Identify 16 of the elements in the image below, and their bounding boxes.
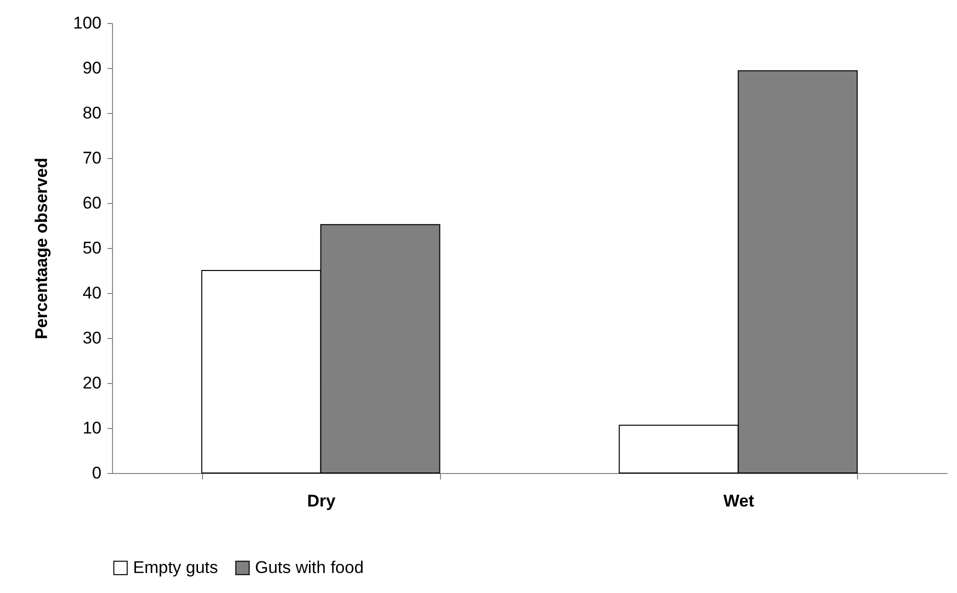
y-tick-label: 40 — [82, 284, 102, 302]
y-tick-label: 90 — [82, 58, 102, 78]
y-tick-label: 30 — [82, 328, 102, 348]
y-tick-label: 50 — [82, 238, 102, 258]
legend-label: Guts with food — [255, 558, 364, 577]
y-tick-label: 60 — [82, 194, 102, 212]
y-axis-title: Percentaage observed — [32, 158, 52, 340]
y-tick-label: 20 — [82, 374, 102, 392]
y-tick-label: 80 — [82, 104, 102, 122]
y-tick-label: 100 — [73, 14, 102, 32]
x-tick-label: Wet — [723, 492, 755, 510]
y-tick-label: 70 — [82, 148, 102, 168]
x-tick-label: Dry — [307, 492, 336, 510]
y-tick-label: 10 — [82, 418, 102, 438]
y-tick-label: 0 — [92, 464, 102, 482]
legend-label: Empty guts — [133, 558, 218, 577]
